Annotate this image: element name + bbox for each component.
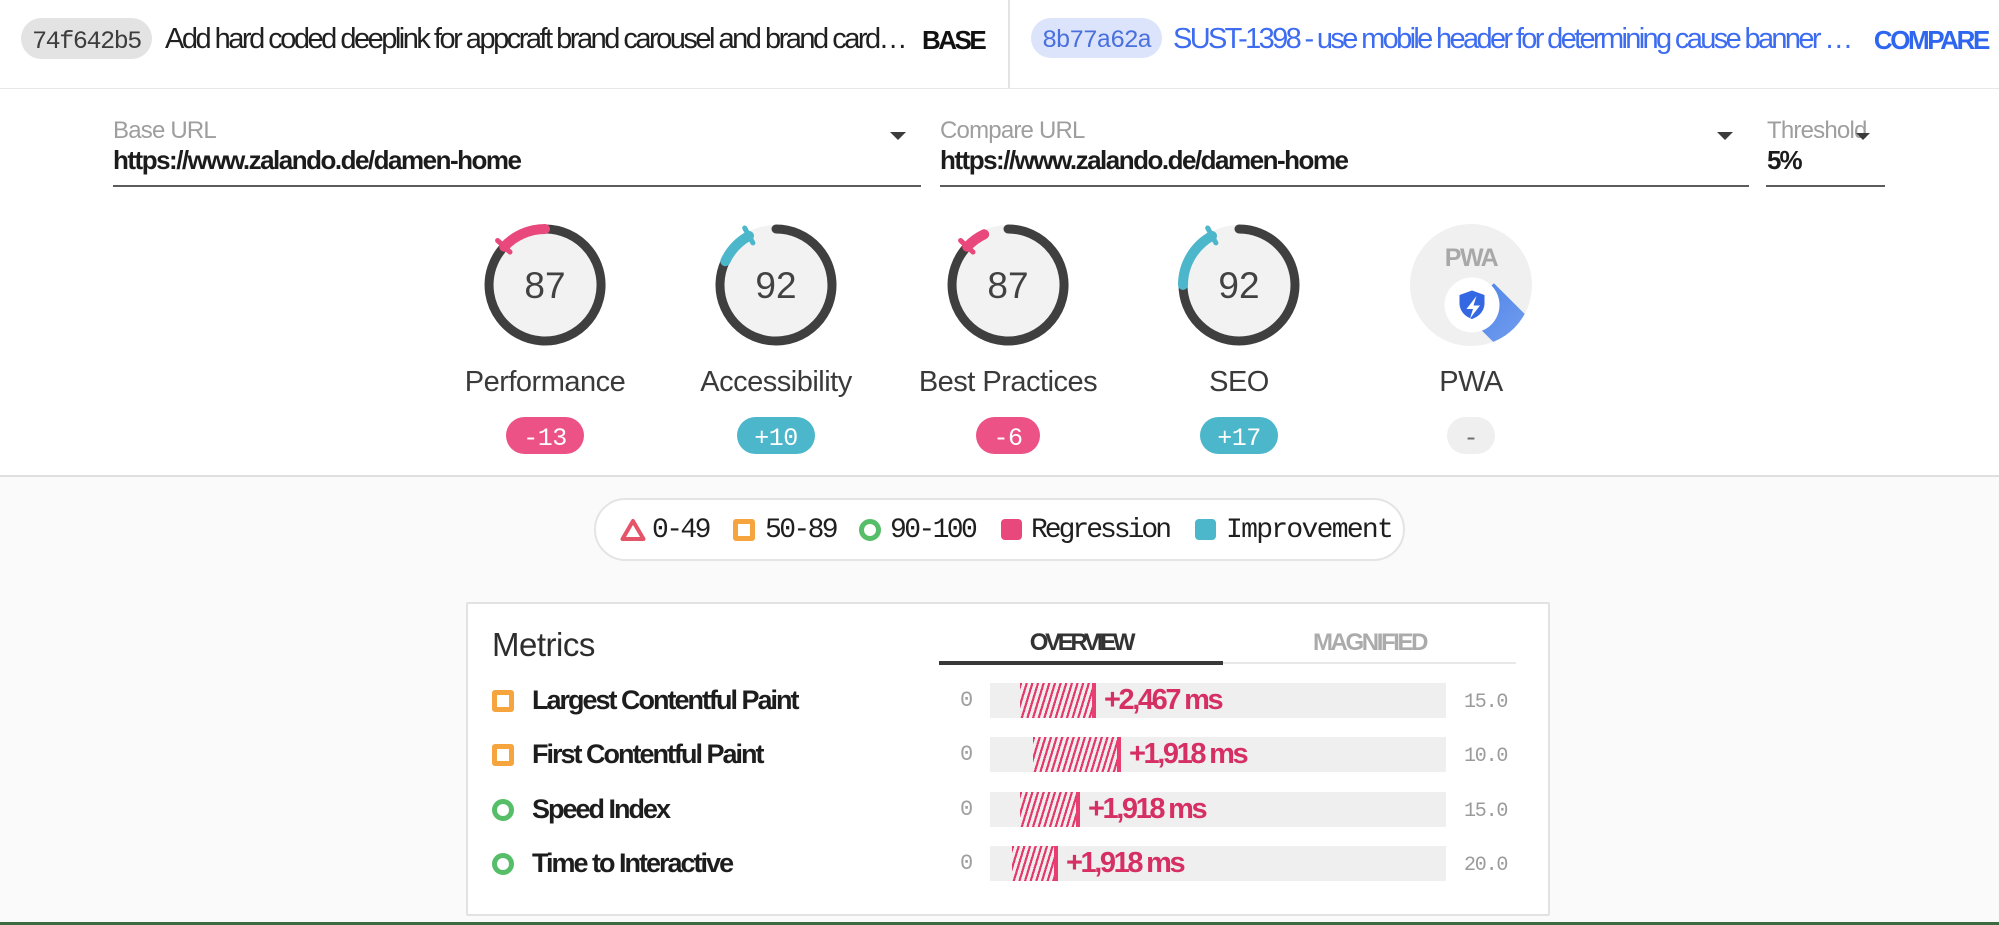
- svg-text:PWA: PWA: [1445, 244, 1499, 272]
